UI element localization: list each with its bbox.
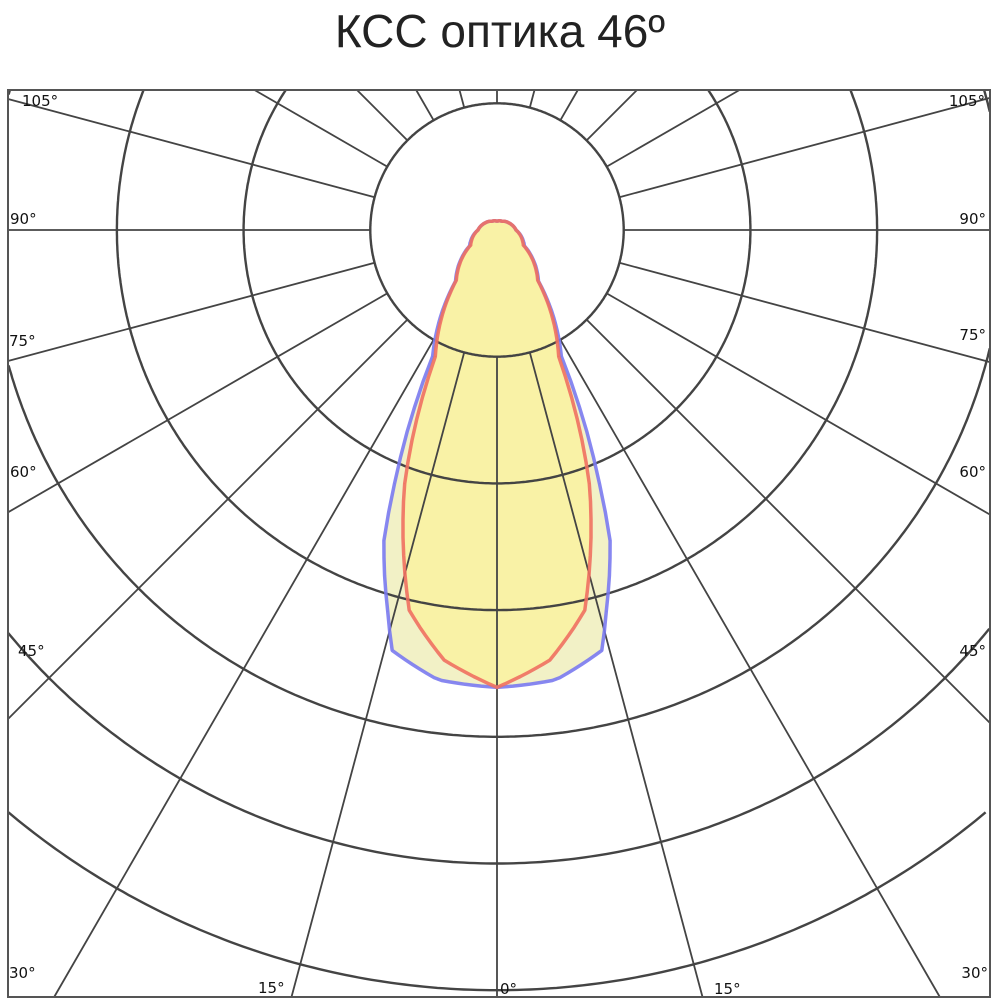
grid-ring — [115, 90, 879, 612]
data-point — [537, 279, 539, 281]
data-point — [605, 610, 607, 612]
tick-label-right-105: 105° — [949, 92, 985, 110]
data-point — [609, 540, 611, 542]
data-point — [404, 483, 406, 485]
tick-label-left-30: 30° — [9, 964, 36, 982]
data-point — [455, 279, 457, 281]
grid-radial-line — [415, 89, 435, 121]
data-point — [549, 659, 551, 661]
data-point — [560, 355, 562, 357]
data-point — [393, 483, 395, 485]
data-point — [501, 220, 503, 222]
tick-label-right-90: 90° — [959, 210, 986, 228]
tick-label-bottom-15-right: 15° — [714, 980, 741, 998]
data-point — [391, 649, 393, 651]
data-point — [470, 244, 472, 246]
data-point — [555, 679, 557, 681]
tick-label-left-45: 45° — [18, 642, 45, 660]
grid-ring — [7, 89, 991, 738]
tick-label-left-105: 105° — [22, 92, 58, 110]
data-point — [522, 244, 524, 246]
grid-radial-line — [528, 352, 704, 998]
data-point — [477, 229, 479, 231]
data-point — [484, 222, 486, 224]
data-point — [437, 679, 439, 681]
grid-radial-line — [606, 292, 991, 516]
grid-radial-line — [559, 89, 579, 121]
grid-radial-line — [290, 352, 466, 998]
data-point — [508, 222, 510, 224]
tick-label-left-90: 90° — [10, 210, 37, 228]
data-point — [584, 609, 586, 611]
data-point — [515, 229, 517, 231]
data-point — [496, 686, 498, 688]
data-point — [387, 610, 389, 612]
plot-frame — [7, 89, 991, 998]
tick-label-bottom-0: 0° — [500, 980, 517, 998]
data-point — [601, 649, 603, 651]
data-point — [443, 659, 445, 661]
data-point — [491, 220, 493, 222]
grid-radial-line — [606, 89, 740, 168]
grid-radial-line — [585, 318, 991, 724]
grid-radial-line — [458, 89, 466, 108]
data-point — [408, 609, 410, 611]
data-point — [434, 355, 436, 357]
grid-radial-line — [356, 89, 409, 142]
data-point — [432, 355, 434, 357]
tick-label-left-60: 60° — [10, 463, 37, 481]
grid-radial-line — [7, 292, 388, 514]
tick-label-left-75: 75° — [9, 332, 36, 350]
data-point — [496, 220, 498, 222]
data-point — [558, 355, 560, 357]
chart-title: КСС оптика 46º — [334, 5, 666, 57]
grid-radial-line — [254, 89, 388, 168]
grid-radial-line — [53, 339, 435, 998]
data-point — [588, 483, 590, 485]
grid-radial-line — [619, 261, 991, 363]
grid-radial-line — [7, 318, 409, 720]
tick-label-right-60: 60° — [959, 463, 986, 481]
tick-label-right-45: 45° — [959, 642, 986, 660]
grid-radial-line — [585, 89, 638, 142]
grid-radial-line — [7, 261, 375, 362]
tick-label-right-30: 30° — [961, 964, 988, 982]
grid-radial-line — [619, 97, 991, 199]
data-point — [383, 540, 385, 542]
grid-ring — [7, 811, 987, 992]
grid-ring — [7, 627, 991, 865]
data-point — [599, 483, 601, 485]
tick-label-bottom-15-left: 15° — [258, 979, 285, 997]
tick-label-right-75: 75° — [959, 326, 986, 344]
grid-radial-line — [7, 98, 375, 199]
grid-radial-line — [528, 89, 536, 108]
grid-radial-line — [559, 339, 941, 998]
